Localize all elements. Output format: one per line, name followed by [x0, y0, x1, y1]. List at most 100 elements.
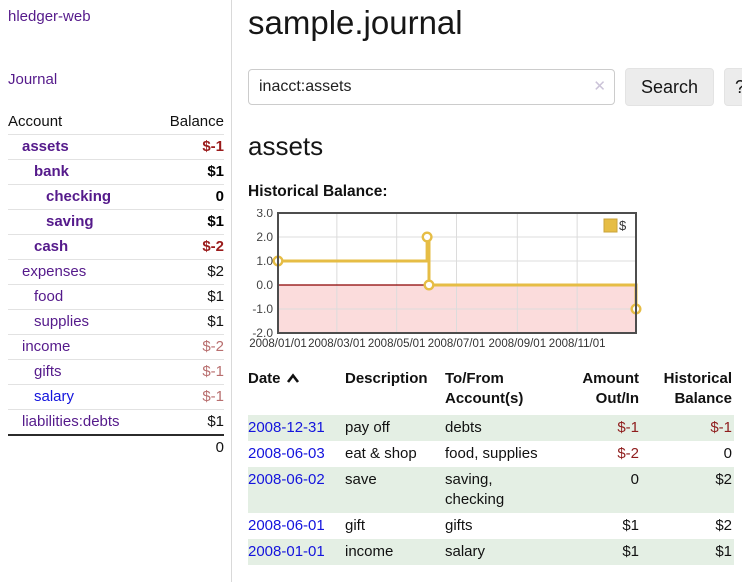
register-description: income: [345, 543, 394, 560]
table-row: 2008-06-02 save saving, checking 0 $2: [248, 467, 734, 513]
account-balance: $-1: [153, 134, 224, 160]
svg-text:2008/09/01: 2008/09/01: [489, 338, 547, 350]
register-balance: $1: [715, 543, 732, 560]
table-row: 2008-12-31 pay off debts $-1 $-1: [248, 415, 734, 441]
date-column-header[interactable]: Date: [248, 367, 345, 415]
register-accounts: food, supplies: [445, 445, 538, 462]
account-balance: $1: [153, 209, 224, 235]
sidebar-account-link[interactable]: income: [22, 338, 71, 355]
register-accounts: saving, checking: [445, 471, 505, 508]
svg-text:2.0: 2.0: [256, 230, 273, 244]
sidebar-account-link[interactable]: bank: [34, 163, 70, 180]
account-row: food $1: [8, 284, 224, 310]
register-date-link[interactable]: 2008-06-02: [248, 471, 325, 488]
register-accounts: salary: [445, 543, 486, 560]
brand-link[interactable]: hledger-web: [8, 8, 91, 25]
account-row: salary $-1: [8, 384, 224, 410]
register-amount: $1: [622, 517, 639, 534]
sidebar-account-link[interactable]: gifts: [34, 363, 62, 380]
svg-text:2008/07/01: 2008/07/01: [428, 338, 486, 350]
account-balance: $-2: [153, 334, 224, 360]
account-row: gifts $-1: [8, 359, 224, 385]
svg-text:0.0: 0.0: [256, 278, 273, 292]
description-column-header: Description: [345, 370, 428, 387]
table-row: 2008-06-03 eat & shop food, supplies $-2 0: [248, 441, 734, 467]
register-date-link[interactable]: 2008-01-01: [248, 543, 325, 560]
sidebar-account-link[interactable]: food: [34, 288, 64, 305]
register-balance: $2: [715, 517, 732, 534]
account-row: income $-2: [8, 334, 224, 360]
account-row: expenses $2: [8, 259, 224, 285]
sidebar-account-link[interactable]: cash: [34, 238, 69, 255]
register-accounts: debts: [445, 419, 482, 436]
register-description: gift: [345, 517, 366, 534]
sidebar-item-journal[interactable]: Journal: [8, 71, 58, 88]
account-balance: $-1: [153, 384, 224, 410]
svg-text:2008/01/01: 2008/01/01: [249, 338, 307, 350]
account-balance: $-1: [153, 359, 224, 385]
clear-search-icon[interactable]: ✕: [593, 78, 606, 95]
account-balance: $2: [153, 259, 224, 285]
account-balance: $1: [153, 309, 224, 335]
accounts-table: Account Balance assets $-1 bank $1 checking 0…: [8, 110, 224, 460]
svg-text:2008/05/01: 2008/05/01: [368, 338, 426, 350]
amount-column-header: Amount Out/In: [582, 370, 639, 407]
chart-title: Historical Balance:: [248, 183, 388, 200]
account-row: checking 0: [8, 184, 224, 210]
svg-text:1.0: 1.0: [256, 254, 273, 268]
accounts-total-row: 0: [8, 434, 224, 460]
register-description: eat & shop: [345, 445, 417, 462]
register-date-link[interactable]: 2008-06-01: [248, 517, 325, 534]
sidebar-account-link[interactable]: assets: [22, 138, 69, 155]
balance-column-header: Historical Balance: [663, 370, 732, 407]
register-balance: $2: [715, 471, 732, 488]
account-heading: assets: [248, 131, 324, 161]
search-field-wrapper: ✕: [248, 69, 615, 105]
chevron-up-icon: [286, 373, 299, 383]
sidebar-account-link[interactable]: supplies: [34, 313, 90, 330]
svg-text:-2.0: -2.0: [252, 326, 273, 340]
table-row: 2008-06-01 gift gifts $1 $2: [248, 513, 734, 539]
search-button[interactable]: Search: [625, 68, 715, 106]
accounts-total-value: 0: [153, 434, 224, 460]
help-button[interactable]: ?: [724, 68, 742, 106]
svg-text:2008/11/01: 2008/11/01: [549, 338, 606, 350]
account-balance: $-2: [153, 234, 224, 260]
register-header-row: Date Description To/From Account(s) Amou…: [248, 367, 734, 415]
account-balance: 0: [153, 184, 224, 210]
register-amount: $1: [622, 543, 639, 560]
search-input[interactable]: [248, 69, 615, 105]
register-amount: $-1: [617, 419, 639, 436]
register-date-link[interactable]: 2008-06-03: [248, 445, 325, 462]
sidebar-account-link[interactable]: salary: [34, 388, 75, 405]
accounts-col-header: Account: [8, 113, 63, 130]
account-row: cash $-2: [8, 234, 224, 260]
register-amount: 0: [630, 471, 639, 488]
svg-text:2008/03/01: 2008/03/01: [308, 338, 366, 350]
register-balance: $-1: [710, 419, 732, 436]
sidebar-account-link[interactable]: liabilities:debts: [22, 413, 120, 430]
sidebar-account-link[interactable]: expenses: [22, 263, 87, 280]
register-accounts: gifts: [445, 517, 473, 534]
register-amount: $-2: [617, 445, 639, 462]
register-balance: 0: [723, 445, 732, 462]
register-date-link[interactable]: 2008-12-31: [248, 419, 325, 436]
balance-col-header: Balance: [169, 113, 224, 130]
main-content: sample.journal ✕ Search ? assets Histori…: [232, 0, 742, 582]
account-balance: $1: [153, 284, 224, 310]
account-balance: $1: [153, 159, 224, 185]
account-row: liabilities:debts $1: [8, 409, 224, 435]
table-row: 2008-01-01 income salary $1 $1: [248, 539, 734, 565]
svg-text:-1.0: -1.0: [252, 302, 273, 316]
account-row: supplies $1: [8, 309, 224, 335]
account-balance: $1: [153, 409, 224, 435]
search-form: ✕ Search ?: [248, 68, 742, 106]
sidebar-account-link[interactable]: saving: [46, 213, 94, 230]
account-row: saving $1: [8, 209, 224, 235]
sidebar-account-link[interactable]: checking: [46, 188, 112, 205]
chart-legend: $: [603, 218, 627, 233]
register-description: pay off: [345, 419, 390, 436]
svg-text:$: $: [619, 218, 627, 233]
page-title: sample.journal: [248, 4, 463, 41]
